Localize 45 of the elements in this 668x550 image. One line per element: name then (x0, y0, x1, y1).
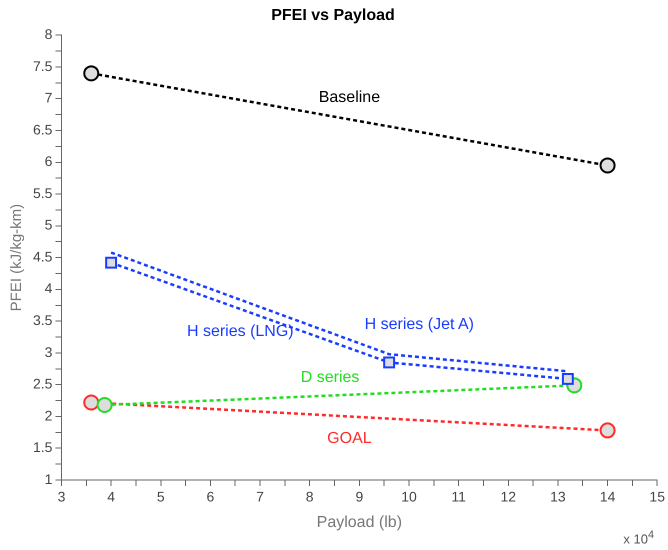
y-tick-label: 1.5 (32, 439, 53, 456)
series-label: D series (300, 368, 360, 386)
x-tick-label: 14 (600, 488, 616, 504)
y-tick-label: 5 (44, 216, 53, 233)
x-tick-label: 7 (256, 488, 264, 504)
point (96, 397, 113, 414)
y-tick-label: 6 (44, 153, 53, 170)
y-tick-label: 7 (44, 90, 53, 106)
text: x 10$^{4}$ (623, 528, 654, 546)
y-tick-label: 5.5 (32, 184, 53, 201)
chart-title: PFEI vs Payload (271, 7, 395, 24)
x-tick-label: 3 (58, 488, 66, 504)
y-tick-label: 2.5 (32, 376, 53, 392)
y-tick-label: 8 (44, 26, 53, 42)
y-tick-label: 3 (44, 344, 53, 360)
y-tick-label: 2 (44, 407, 53, 424)
series-label: H series (Jet A) (364, 316, 474, 334)
y-tick-label: 7.5 (32, 58, 53, 74)
point (600, 422, 616, 438)
y-tick-label: 4.5 (32, 248, 53, 264)
x-tick-label: 10 (401, 488, 417, 504)
point (600, 157, 616, 174)
x-tick-label: 15 (649, 488, 666, 504)
x-axis-title: Payload (lb) (316, 514, 402, 531)
x-tick-label: 12 (500, 488, 516, 504)
point (383, 356, 396, 368)
point (562, 373, 574, 385)
point (83, 394, 100, 410)
x-tick-label: 8 (306, 488, 314, 504)
x-tick-label: 11 (451, 488, 466, 504)
series-label: GOAL (327, 430, 372, 447)
y-tick-label: 4 (44, 280, 53, 296)
x-tick-label: 13 (550, 488, 566, 504)
point (105, 256, 118, 269)
x-tick-label: 4 (107, 488, 116, 504)
point (83, 65, 100, 82)
x-tick-label: 5 (156, 488, 165, 504)
y-tick-label: 1 (44, 470, 53, 487)
y-axis-title: PFEI (kJ/kg-km) (8, 204, 26, 312)
x-tick-label: 9 (355, 488, 364, 504)
x-tick-label: 6 (206, 488, 214, 504)
y-tick-label: 6.5 (32, 121, 53, 138)
series-label: H series (LNG) (186, 323, 294, 340)
series-label: Baseline (318, 88, 380, 106)
y-tick-label: 3.5 (32, 312, 53, 328)
